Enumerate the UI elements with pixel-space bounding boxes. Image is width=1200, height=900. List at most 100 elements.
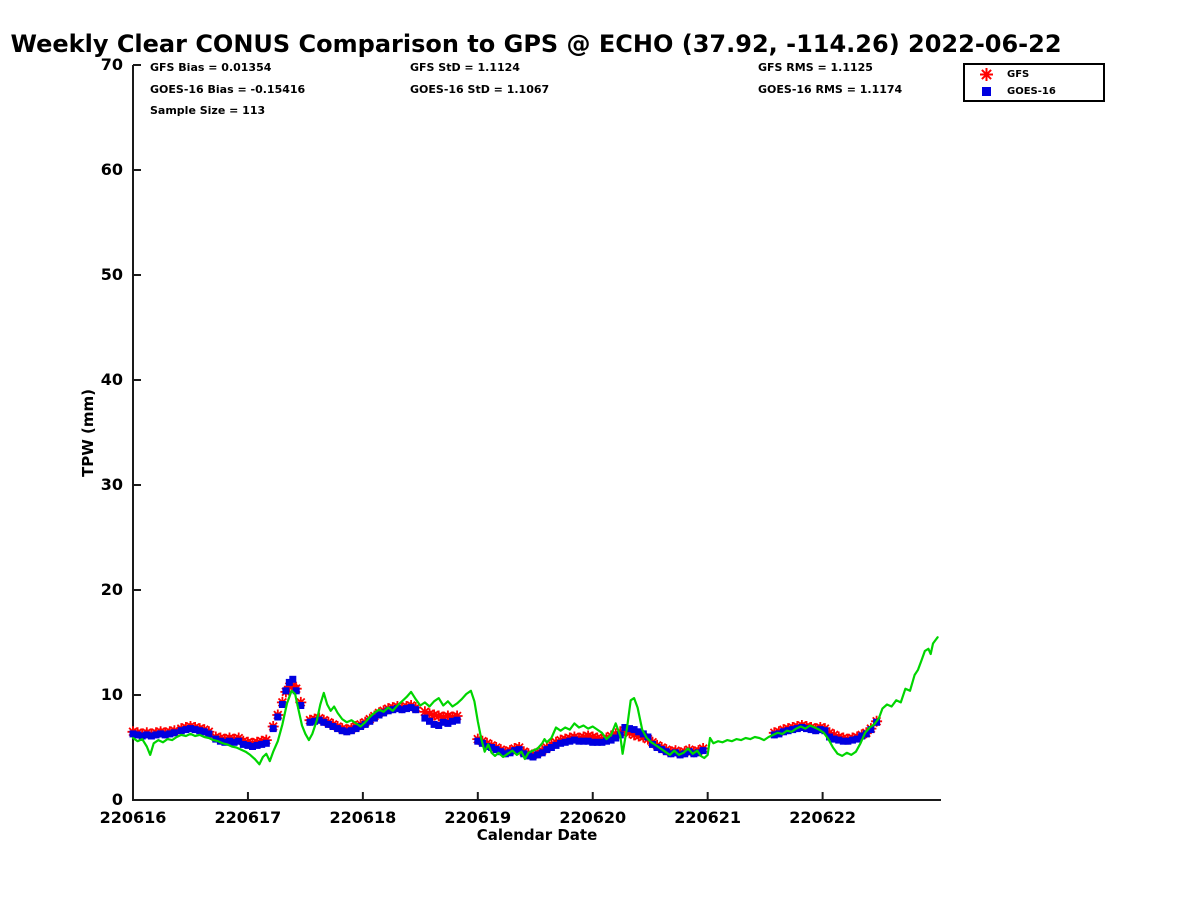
goes16-square-marker	[511, 747, 519, 755]
goes16-square-marker	[200, 728, 208, 736]
goes16-square-marker	[593, 738, 601, 746]
goes16-square-marker	[552, 741, 560, 749]
y-tick-label: 0	[111, 790, 123, 809]
goes16-square-marker	[370, 714, 378, 722]
goes16-square-marker	[230, 738, 238, 746]
goes16-square-marker	[205, 730, 213, 738]
goes16-square-marker	[352, 725, 360, 733]
goes16-square-marker	[630, 726, 638, 734]
goes16-square-marker	[320, 718, 328, 726]
goes16-square-marker	[187, 725, 194, 733]
goes16-square-marker	[812, 727, 820, 735]
goes16-square-marker	[366, 717, 374, 725]
goes16-square-marker	[407, 704, 415, 712]
goes16-square-marker	[170, 729, 178, 737]
goes16-square-marker	[249, 743, 256, 750]
goes16-square-marker	[384, 707, 392, 715]
goes16-square-marker	[235, 737, 243, 745]
goes16-square-marker	[430, 720, 438, 728]
goes16-square-marker	[543, 746, 551, 754]
goes16-square-marker	[621, 724, 629, 731]
goes16-square-marker	[858, 732, 866, 740]
goes16-square-marker	[226, 737, 233, 745]
goes16-square-marker	[639, 730, 647, 738]
goes16-square-marker	[607, 736, 615, 744]
y-tick-label: 30	[100, 475, 123, 494]
goes16-square-marker	[239, 740, 247, 748]
x-tick-label: 220618	[329, 808, 397, 827]
goes16-square-marker	[497, 748, 505, 756]
goes16-square-marker	[269, 725, 277, 733]
legend-row-goes16: GOES-16	[965, 83, 1103, 99]
goes16-square-marker	[580, 737, 587, 745]
x-tick-label: 220622	[789, 808, 856, 827]
goes16-square-marker	[274, 713, 282, 721]
goes16-square-marker	[161, 731, 169, 739]
goes16-square-marker	[129, 730, 137, 738]
legend-row-gfs: GFS	[965, 66, 1103, 82]
x-tick-label: 220619	[444, 808, 512, 827]
x-tick-label: 220620	[559, 808, 627, 827]
goes16-square-marker	[862, 730, 870, 738]
legend-label-gfs: GFS	[1007, 68, 1030, 80]
goes16-square-marker	[835, 736, 843, 744]
goes16-square-marker	[278, 701, 286, 708]
goes16-square-marker	[403, 705, 410, 713]
goes16-square-marker	[253, 741, 261, 749]
goes16-square-marker	[196, 727, 204, 735]
goes16-square-icon	[965, 86, 1007, 96]
goes16-square-marker	[329, 723, 337, 730]
y-tick-label: 50	[100, 265, 123, 284]
goes16-square-marker	[449, 717, 456, 725]
stat-goes16-std: GOES-16 StD = 1.1067	[410, 83, 550, 96]
goes16-square-marker	[474, 737, 482, 745]
goes16-square-marker	[380, 709, 388, 717]
axes-spines	[132, 65, 941, 801]
goes16-square-marker	[844, 737, 852, 745]
goes16-square-marker	[653, 744, 661, 751]
goes16-square-marker	[143, 731, 151, 739]
stat-sample-size: Sample Size = 113	[150, 104, 266, 117]
y-tick-label: 20	[100, 580, 123, 599]
goes16-square-marker	[488, 744, 496, 751]
goes16-square-marker	[807, 726, 815, 734]
goes16-square-marker	[644, 733, 652, 741]
goes16-square-marker	[262, 739, 270, 747]
goes16-square-marker	[435, 722, 443, 729]
goes16-square-marker	[421, 714, 429, 722]
goes16-square-marker	[147, 732, 155, 740]
goes16-square-marker	[575, 737, 583, 745]
gfs-asterisk-icon	[965, 67, 1007, 82]
goes16-square-marker	[453, 716, 461, 724]
goes16-square-marker	[289, 675, 297, 683]
goes16-square-marker	[324, 720, 332, 728]
stat-goes16-bias: GOES-16 Bias = -0.15416	[150, 83, 306, 96]
goes16-square-marker	[393, 705, 401, 713]
x-axis-label: Calendar Date	[476, 826, 598, 844]
goes16-square-marker	[566, 737, 574, 745]
goes16-square-marker	[212, 735, 220, 743]
goes16-square-marker	[547, 744, 555, 751]
stat-gfs-bias: GFS Bias = 0.01354	[150, 61, 272, 74]
goes16-square-marker	[584, 737, 592, 745]
goes16-square-marker	[826, 733, 833, 741]
goes16-square-marker	[570, 736, 578, 744]
goes16-square-marker	[444, 719, 452, 727]
goes16-square-marker	[134, 731, 142, 739]
goes16-square-marker	[561, 738, 569, 746]
goes16-square-marker	[626, 725, 633, 733]
goes16-square-marker	[529, 753, 537, 761]
legend-label-goes16: GOES-16	[1007, 85, 1056, 97]
goes16-square-marker	[681, 750, 689, 758]
goes16-square-marker	[282, 687, 290, 695]
goes16-square-marker	[157, 730, 165, 738]
goes16-square-marker	[849, 736, 856, 744]
goes16-square-marker	[534, 751, 542, 759]
goes16-square-marker	[524, 752, 532, 760]
goes16-square-marker	[685, 748, 693, 756]
stat-gfs-rms: GFS RMS = 1.1125	[758, 61, 873, 74]
goes16-square-marker	[343, 728, 351, 736]
goes16-square-marker	[515, 746, 523, 754]
